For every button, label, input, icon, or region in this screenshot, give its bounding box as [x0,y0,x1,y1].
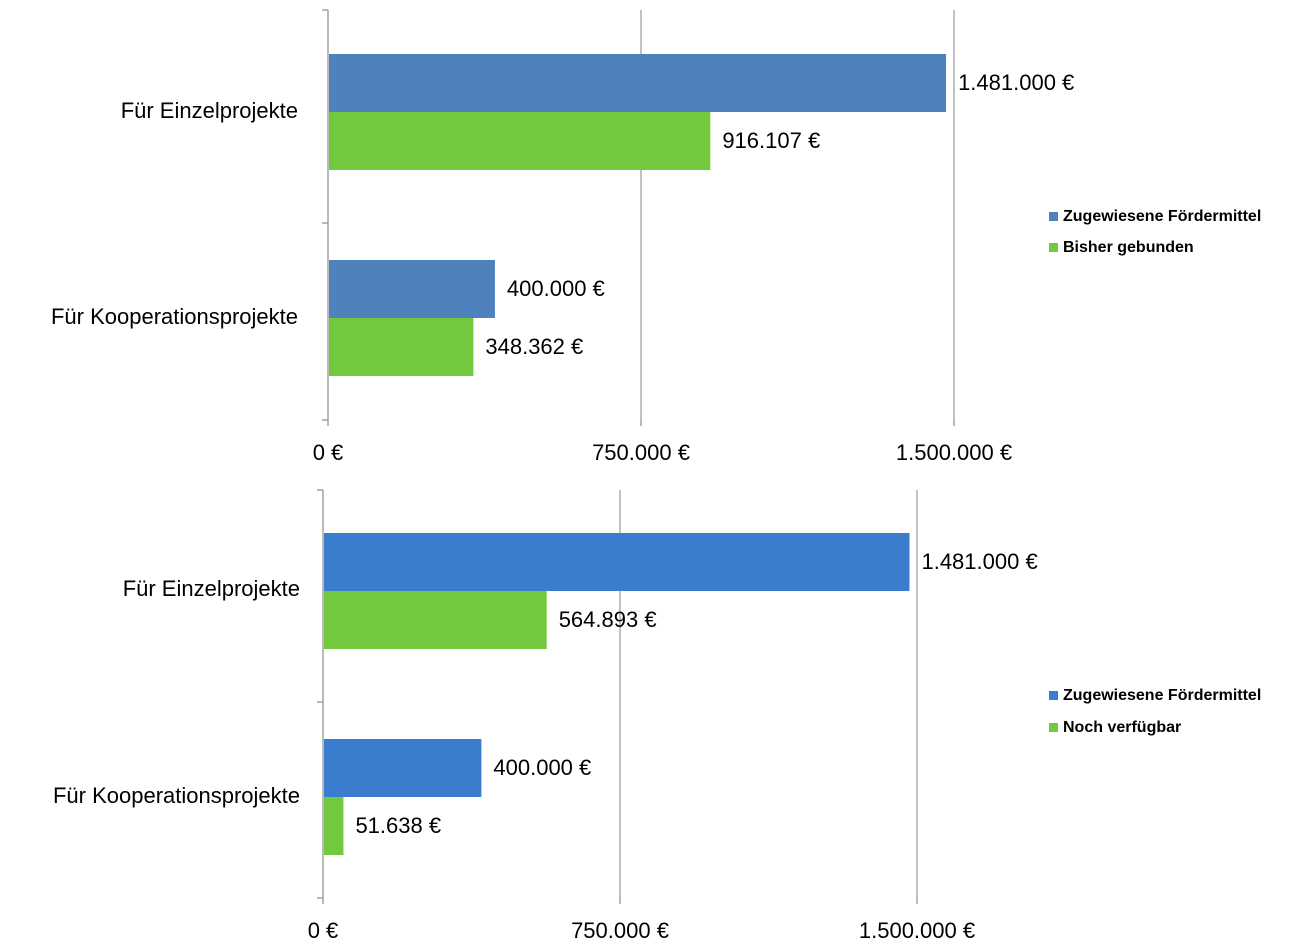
legend-label: Zugewiesene Fördermittel [1063,208,1261,225]
data-label: 1.481.000 € [921,549,1037,574]
category-label: Für Kooperationsprojekte [51,304,298,329]
category-label: Für Kooperationsprojekte [53,783,300,808]
category-label: Für Einzelprojekte [123,576,300,601]
x-tick-label: 750.000 € [571,918,669,943]
chart-2: 0 € 750.000 € 1.500.000 € Für Einzelprojekt… [53,489,1261,943]
data-label: 1.481.000 € [958,70,1074,95]
legend-swatch [1049,212,1058,221]
x-tick-label: 0 € [313,440,344,465]
bar [324,797,344,855]
data-label: 400.000 € [507,276,605,301]
bar [324,591,547,649]
data-label: 916.107 € [722,128,820,153]
chart-1: 0 € 750.000 € 1.500.000 € Für Einzelprojekt… [51,9,1261,465]
data-label: 564.893 € [559,607,657,632]
legend-swatch [1049,723,1058,732]
bar [324,533,910,591]
bar [329,54,947,112]
bar [329,318,474,376]
data-label: 400.000 € [493,755,591,780]
legend-label: Zugewiesene Fördermittel [1063,687,1261,704]
bar [329,260,495,318]
x-tick-label: 750.000 € [592,440,690,465]
bar [324,739,482,797]
data-label: 348.362 € [485,334,583,359]
legend-swatch [1049,243,1058,252]
data-label: 51.638 € [355,813,441,838]
x-tick-label: 0 € [308,918,339,943]
legend-swatch [1049,691,1058,700]
legend-label: Noch verfügbar [1063,719,1181,736]
x-tick-label: 1.500.000 € [859,918,975,943]
legend-label: Bisher gebunden [1063,239,1194,256]
category-label: Für Einzelprojekte [121,98,298,123]
x-tick-label: 1.500.000 € [896,440,1012,465]
bar [329,112,711,170]
